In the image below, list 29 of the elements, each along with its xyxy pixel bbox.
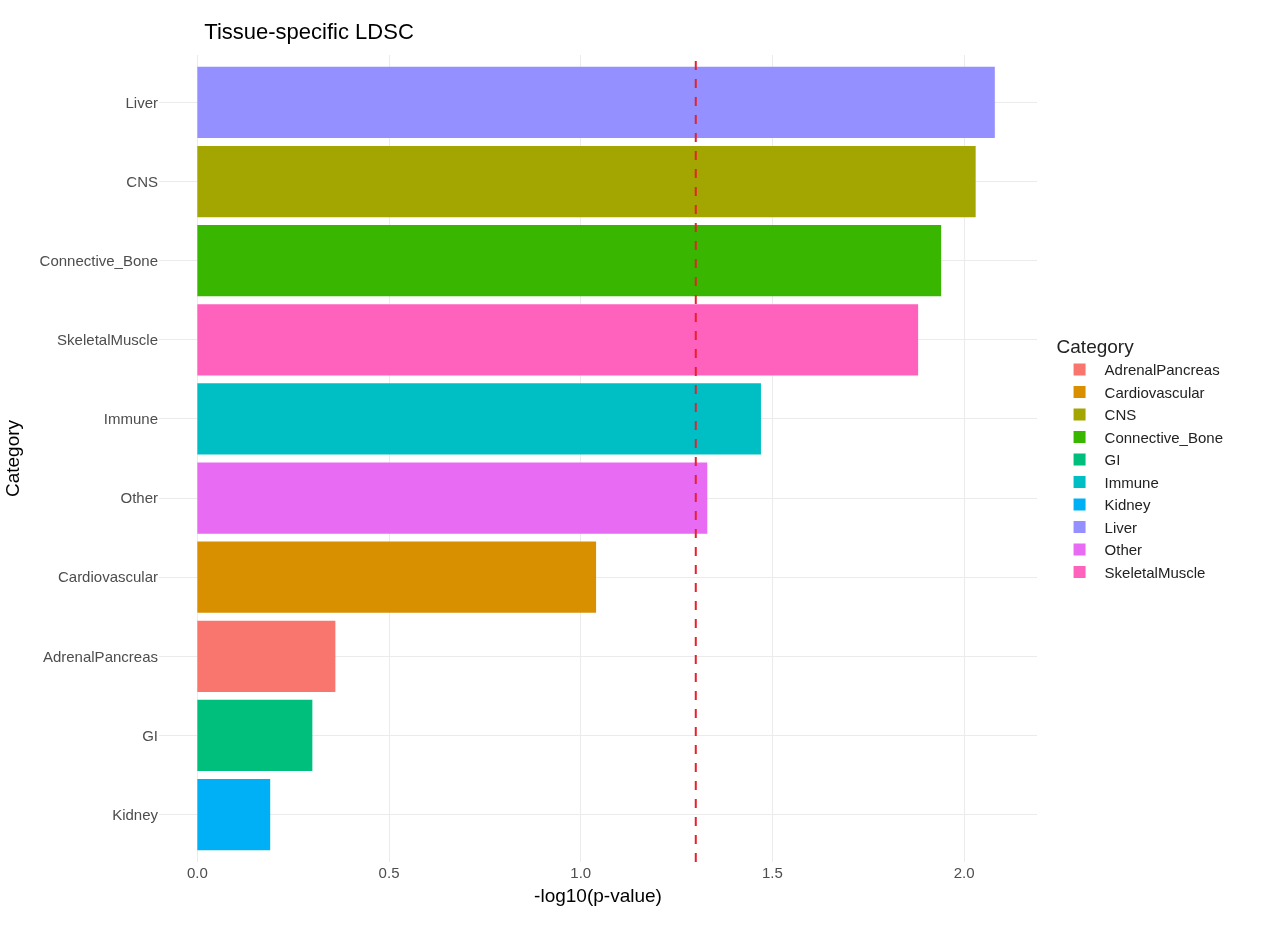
legend-label: AdrenalPancreas — [1104, 361, 1220, 379]
x-axis-title: -log10(p-value) — [534, 884, 662, 906]
x-tick-label: 0.5 — [378, 864, 400, 881]
y-tick-label: Connective_Bone — [39, 251, 158, 269]
legend-label: Cardiovascular — [1104, 383, 1205, 401]
y-tick-label: SkeletalMuscle — [57, 331, 158, 349]
legend-label: Connective_Bone — [1104, 428, 1223, 446]
x-tick-label: 2.0 — [953, 864, 975, 881]
x-tick-label: 0.0 — [186, 864, 208, 881]
legend-label: SkeletalMuscle — [1104, 563, 1206, 581]
y-tick-label: Cardiovascular — [57, 568, 158, 586]
y-tick-label: GI — [142, 726, 158, 744]
chart-title: Tissue-specific LDSC — [204, 18, 414, 44]
x-tick-label: 1.5 — [762, 864, 783, 881]
legend-label: CNS — [1104, 406, 1137, 424]
y-tick-label: AdrenalPancreas — [42, 647, 158, 665]
legend-title: Category — [1056, 336, 1135, 358]
y-tick-label: Liver — [125, 93, 158, 111]
y-tick-label: Immune — [103, 410, 158, 428]
y-tick-label: CNS — [126, 172, 158, 190]
legend-label: Liver — [1104, 518, 1138, 536]
y-axis-title: Category — [2, 419, 24, 498]
y-tick-label: Other — [120, 489, 158, 507]
legend-label: GI — [1104, 451, 1121, 469]
legend-label: Kidney — [1104, 496, 1151, 514]
legend-label: Immune — [1104, 473, 1159, 491]
x-tick-label: 1.0 — [570, 864, 592, 881]
y-tick-label: Kidney — [112, 805, 159, 823]
legend-label: Other — [1104, 541, 1143, 559]
